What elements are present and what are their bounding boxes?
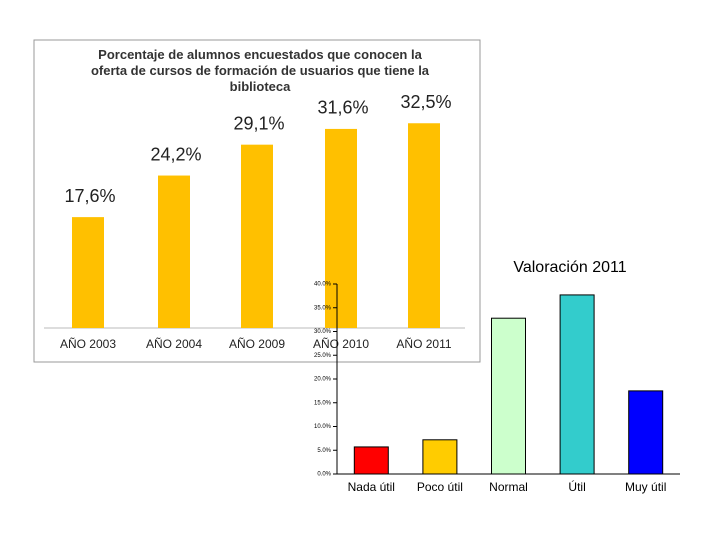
bar (408, 123, 440, 328)
value-label: 32,5% (400, 92, 451, 112)
y-tick-label: 30.0% (314, 329, 332, 335)
x-tick-label: Poco útil (417, 480, 463, 494)
value-label: 31,6% (317, 98, 368, 118)
bar (241, 144, 273, 328)
value-label: 24,2% (150, 144, 201, 164)
value-label: 17,6% (64, 186, 115, 206)
bar (72, 217, 104, 328)
chart-title: Porcentaje de alumnos encuestados que co… (90, 47, 430, 94)
bar (325, 128, 357, 328)
x-tick-label: AÑO 2003 (60, 337, 116, 351)
bar (559, 294, 595, 475)
bar (422, 439, 458, 475)
bar (628, 390, 664, 475)
bar (353, 446, 389, 475)
value-label: 29,1% (233, 113, 284, 133)
y-tick-label: 25.0% (314, 353, 332, 359)
y-tick-label: 20.0% (314, 377, 332, 383)
y-tick-label: 35.0% (314, 305, 332, 311)
bar (158, 175, 190, 328)
x-tick-label: Normal (489, 480, 528, 494)
y-tick-label: 40.0% (314, 282, 332, 288)
y-tick-label: 10.0% (314, 424, 332, 430)
x-tick-label: AÑO 2009 (229, 337, 285, 351)
y-tick-label: 0.0% (317, 472, 331, 478)
bar (491, 317, 526, 475)
y-tick-label: 5.0% (317, 448, 331, 454)
chart-title: Valoración 2011 (513, 259, 626, 276)
x-tick-label: AÑO 2004 (146, 337, 202, 351)
x-tick-label: Nada útil (348, 480, 395, 494)
x-tick-label: Muy útil (625, 480, 666, 494)
x-tick-label: AÑO 2011 (396, 337, 451, 351)
y-tick-label: 15.0% (314, 400, 332, 406)
x-tick-label: Útil (568, 479, 585, 494)
x-tick-label: AÑO 2010 (313, 337, 369, 351)
